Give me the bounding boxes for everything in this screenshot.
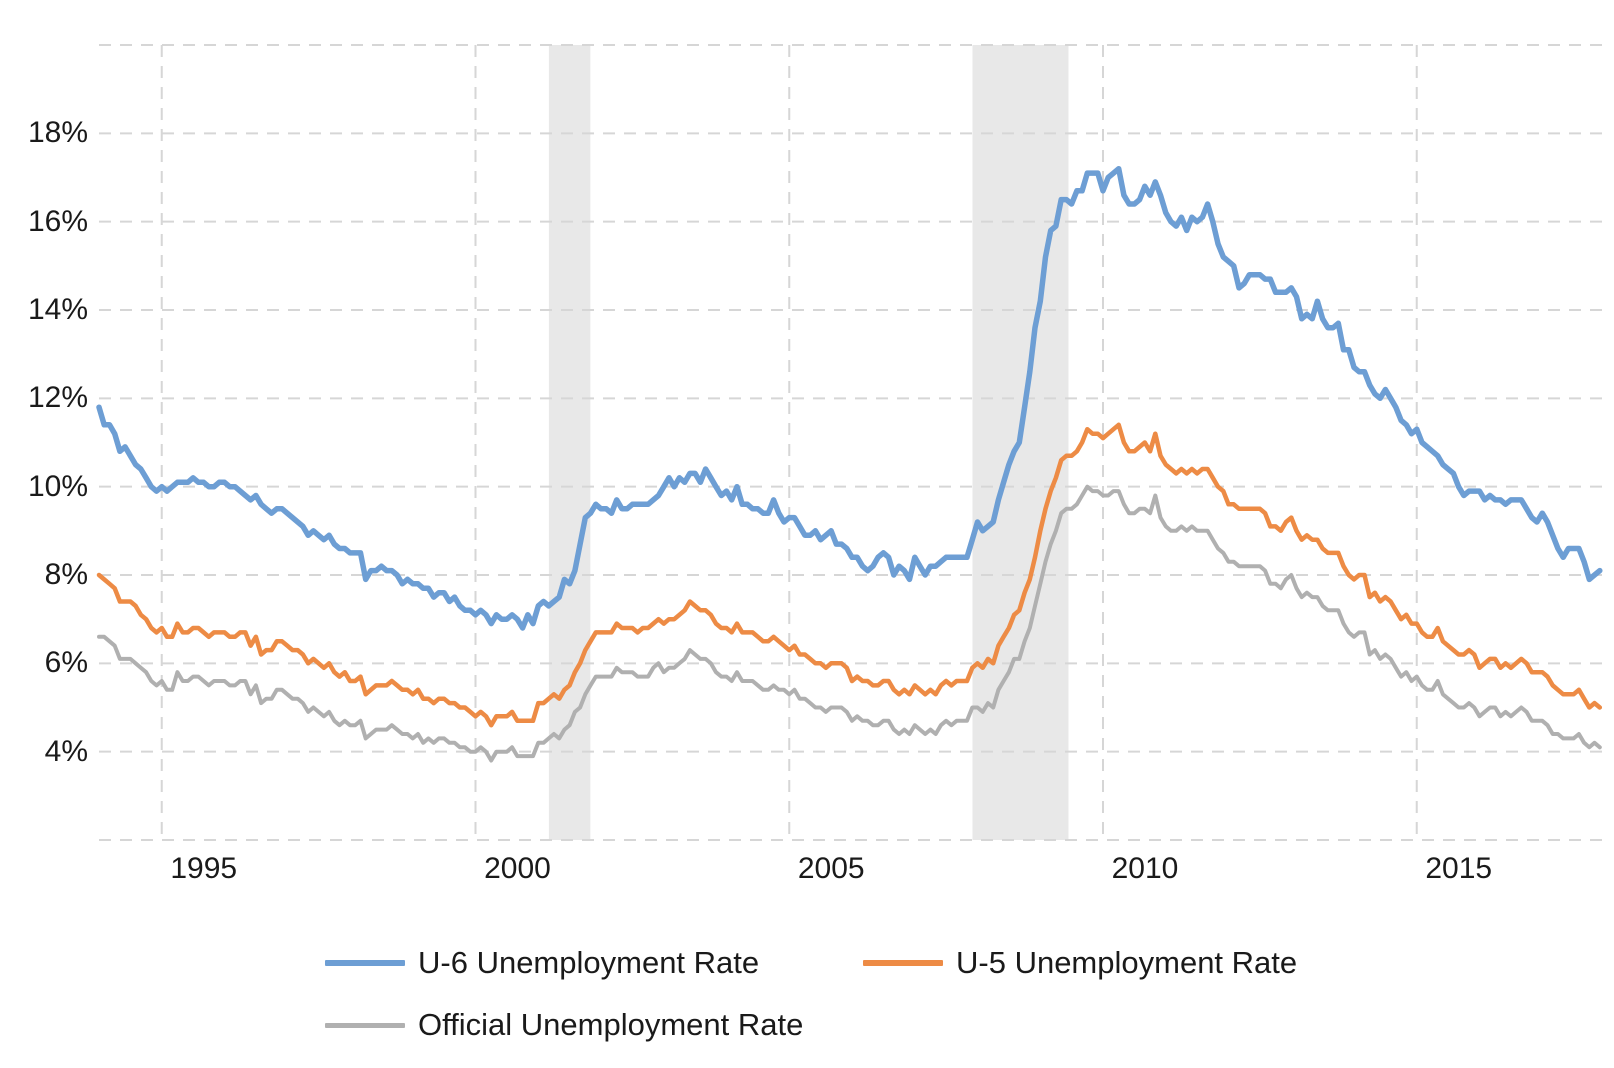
- series-line-u5: [96, 422, 1603, 728]
- y-axis-tick-label: 10%: [27, 469, 88, 503]
- y-axis-tick-label: 4%: [44, 734, 88, 768]
- y-axis-tick-label: 18%: [27, 116, 88, 150]
- legend-label-u6: U-6 Unemployment Rate: [418, 945, 760, 980]
- legend-swatch-official: [325, 1022, 405, 1028]
- series-line-u6: [96, 165, 1603, 631]
- y-axis-tick-label: 14%: [27, 293, 88, 326]
- x-axis-tick-label: 1995: [170, 852, 238, 885]
- legend-item-u6[interactable]: U-6 Unemployment Rate: [325, 944, 759, 982]
- legend-item-official[interactable]: Official Unemployment Rate: [325, 1006, 803, 1044]
- recession-band: [548, 45, 591, 840]
- x-axis-tick-label: 2015: [1425, 852, 1493, 885]
- legend-item-u5[interactable]: U-5 Unemployment Rate: [863, 944, 1297, 982]
- y-axis-tick-label: 12%: [27, 381, 88, 415]
- plot-area: [96, 44, 1605, 841]
- y-axis-tick-label: 6%: [44, 646, 88, 680]
- y-axis-tick-label: 8%: [44, 558, 88, 591]
- legend-swatch-u6: [325, 960, 405, 966]
- x-axis-tick-label: 2000: [484, 852, 551, 885]
- series-line-official: [97, 484, 1602, 763]
- legend-label-u5: U-5 Unemployment Rate: [956, 945, 1298, 980]
- legend-label-official: Official Unemployment Rate: [418, 1007, 804, 1042]
- x-axis-tick-label: 2005: [797, 852, 865, 885]
- y-axis-tick-label: 16%: [27, 204, 88, 238]
- x-axis-tick-label: 2010: [1111, 852, 1179, 885]
- legend-swatch-u5: [863, 960, 943, 966]
